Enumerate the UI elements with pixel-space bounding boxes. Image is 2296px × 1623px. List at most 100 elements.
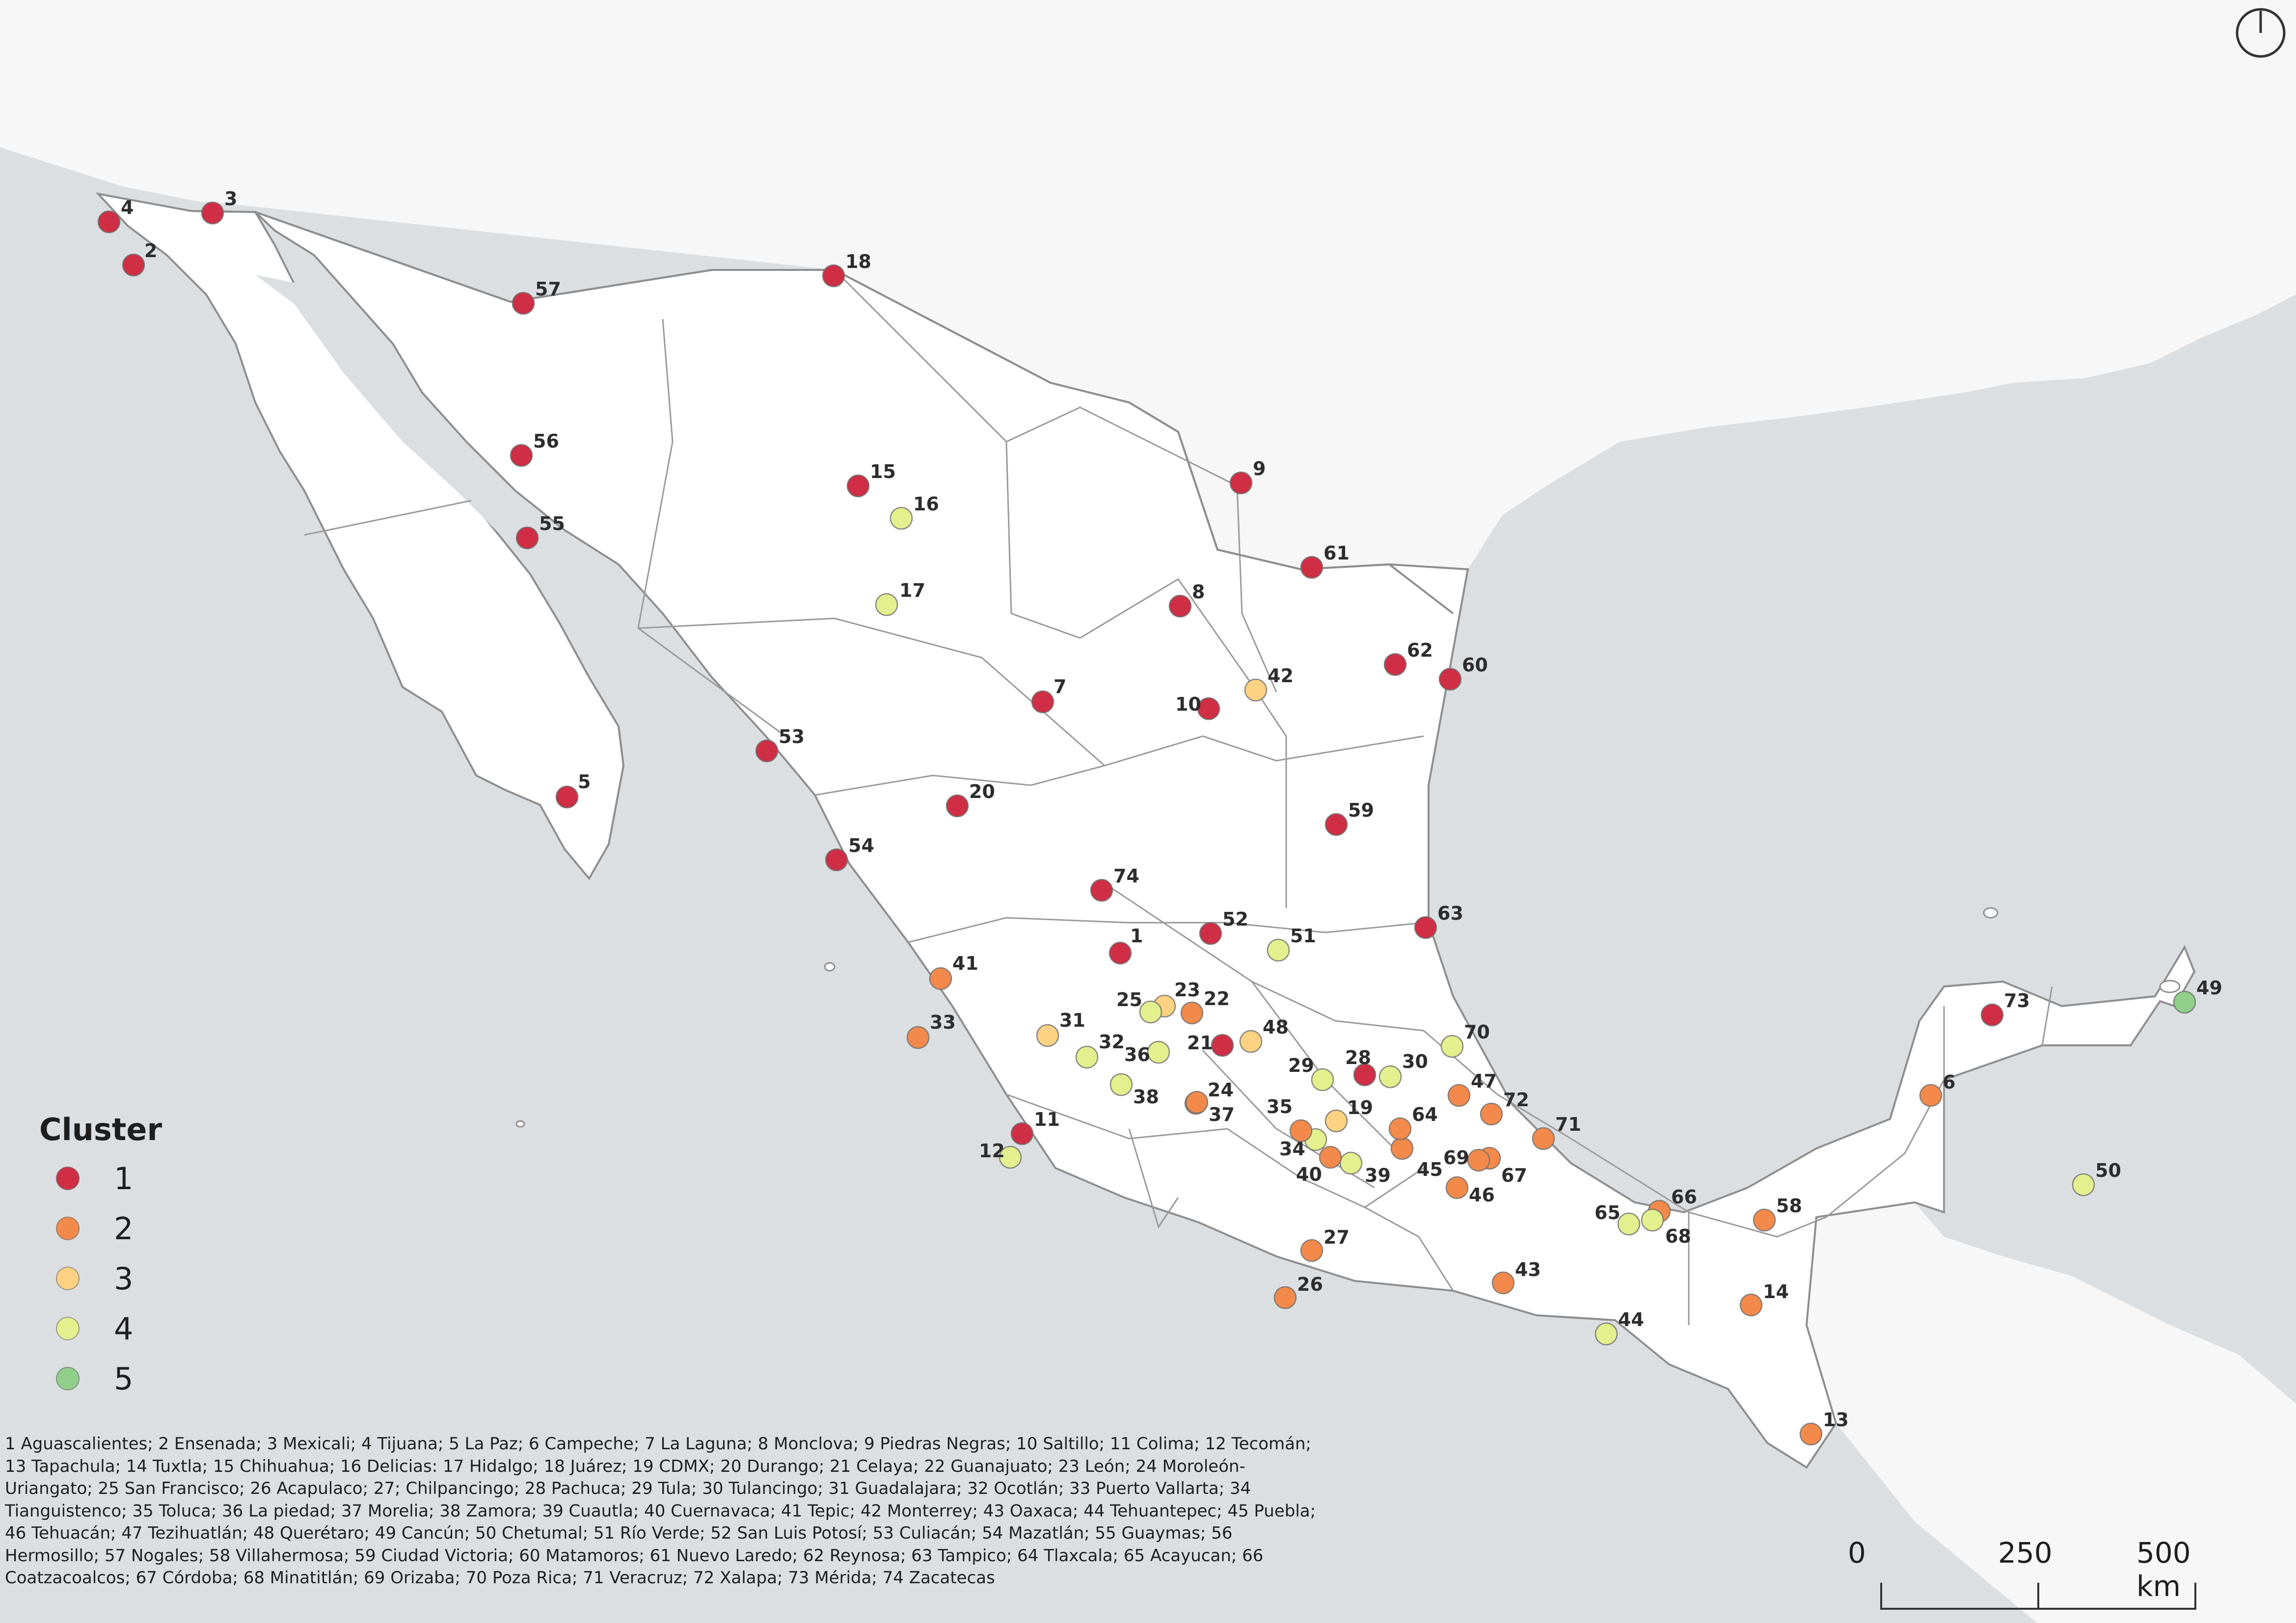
- city-marker-16: [890, 506, 913, 530]
- city-marker-32: [1075, 1045, 1099, 1069]
- city-label-66: 66: [1671, 1186, 1697, 1208]
- city-label-36: 36: [1124, 1044, 1150, 1065]
- city-label-60: 60: [1462, 654, 1488, 676]
- scale-label-0: 0: [1848, 1536, 1866, 1570]
- city-marker-36: [1147, 1040, 1170, 1064]
- city-label-63: 63: [1437, 903, 1463, 924]
- island: [2159, 980, 2181, 993]
- legend-label: 5: [114, 1360, 134, 1397]
- city-label-72: 72: [1503, 1089, 1529, 1111]
- legend-item-3: 3: [39, 1253, 162, 1304]
- city-label-27: 27: [1324, 1226, 1350, 1248]
- island: [824, 962, 836, 972]
- legend-label: 4: [114, 1310, 134, 1347]
- city-label-55: 55: [539, 513, 565, 534]
- city-label-24: 24: [1208, 1079, 1234, 1101]
- city-marker-63: [1414, 916, 1437, 939]
- city-label-57: 57: [535, 278, 561, 300]
- city-label-15: 15: [870, 461, 896, 482]
- city-marker-60: [1438, 667, 1462, 691]
- city-marker-74: [1090, 878, 1113, 902]
- city-label-18: 18: [845, 251, 871, 272]
- city-label-43: 43: [1515, 1259, 1541, 1280]
- legend-swatch: [56, 1167, 80, 1190]
- city-label-74: 74: [1113, 865, 1139, 887]
- city-marker-28: [1353, 1063, 1377, 1087]
- legend-title: Cluster: [39, 1112, 162, 1147]
- city-marker-6: [1919, 1084, 1943, 1107]
- legend-label: 1: [114, 1160, 134, 1197]
- city-label-19: 19: [1347, 1097, 1373, 1118]
- city-marker-31: [1036, 1024, 1059, 1047]
- city-marker-56: [510, 444, 533, 467]
- city-label-8: 8: [1192, 581, 1205, 603]
- legend-swatch: [56, 1267, 80, 1290]
- city-marker-38: [1109, 1073, 1133, 1096]
- state-boundaries: [255, 211, 2053, 1325]
- city-marker-42: [1244, 678, 1268, 702]
- city-label-56: 56: [533, 430, 559, 452]
- city-label-58: 58: [1776, 1195, 1802, 1217]
- city-marker-14: [1739, 1293, 1763, 1317]
- city-label-31: 31: [1059, 1010, 1085, 1031]
- city-marker-17: [875, 593, 898, 616]
- city-label-44: 44: [1618, 1309, 1644, 1330]
- city-label-51: 51: [1290, 925, 1316, 947]
- city-marker-65: [1617, 1212, 1641, 1236]
- city-marker-11: [1010, 1122, 1034, 1145]
- city-marker-20: [945, 794, 969, 818]
- city-label-4: 4: [121, 197, 134, 218]
- city-label-54: 54: [848, 835, 874, 856]
- city-label-39: 39: [1365, 1165, 1391, 1186]
- city-label-10: 10: [1175, 693, 1201, 715]
- city-label-32: 32: [1099, 1031, 1125, 1053]
- city-marker-22: [1180, 1001, 1204, 1025]
- city-marker-33: [906, 1026, 930, 1049]
- city-marker-40: [1319, 1145, 1342, 1169]
- city-label-13: 13: [1823, 1409, 1849, 1431]
- city-marker-21: [1211, 1034, 1234, 1057]
- city-label-65: 65: [1594, 1202, 1621, 1224]
- city-marker-49: [2173, 990, 2196, 1014]
- city-label-40: 40: [1296, 1164, 1322, 1185]
- city-marker-3: [201, 201, 224, 225]
- land-central-america: [1807, 1202, 2296, 1623]
- city-marker-64: [1388, 1117, 1412, 1141]
- city-marker-2: [122, 253, 145, 277]
- city-marker-58: [1753, 1208, 1776, 1232]
- city-marker-62: [1383, 653, 1407, 676]
- city-marker-35: [1289, 1119, 1313, 1143]
- city-marker-1: [1108, 941, 1132, 965]
- city-marker-29: [1311, 1068, 1334, 1091]
- city-marker-4: [97, 210, 121, 234]
- city-label-7: 7: [1053, 676, 1066, 697]
- legend: Cluster 1 2 3 4 5: [39, 1112, 162, 1404]
- legend-label: 2: [114, 1210, 134, 1247]
- city-label-42: 42: [1268, 665, 1294, 687]
- city-label-28: 28: [1345, 1047, 1371, 1068]
- city-marker-41: [929, 967, 952, 990]
- city-marker-70: [1440, 1035, 1464, 1058]
- city-marker-54: [825, 848, 848, 872]
- city-label-33: 33: [930, 1011, 956, 1033]
- city-label-69: 69: [1443, 1147, 1469, 1169]
- city-marker-25: [1139, 1000, 1162, 1024]
- city-marker-72: [1480, 1102, 1503, 1126]
- city-label-67: 67: [1501, 1165, 1527, 1186]
- city-label-29: 29: [1288, 1055, 1314, 1076]
- city-marker-69: [1467, 1148, 1490, 1172]
- legend-swatch: [56, 1367, 80, 1390]
- city-marker-7: [1031, 690, 1054, 714]
- city-marker-43: [1491, 1271, 1515, 1295]
- scale-label-250: 250: [1998, 1536, 2053, 1570]
- city-label-5: 5: [578, 771, 591, 793]
- city-label-26: 26: [1297, 1274, 1323, 1295]
- city-label-2: 2: [144, 240, 157, 262]
- city-marker-44: [1594, 1322, 1618, 1346]
- city-marker-48: [1239, 1030, 1263, 1053]
- scale-label-500: 500 km: [2136, 1536, 2191, 1603]
- legend-item-4: 4: [39, 1304, 162, 1354]
- city-marker-73: [1980, 1003, 2004, 1027]
- city-marker-30: [1378, 1065, 1402, 1089]
- city-marker-10: [1197, 697, 1220, 720]
